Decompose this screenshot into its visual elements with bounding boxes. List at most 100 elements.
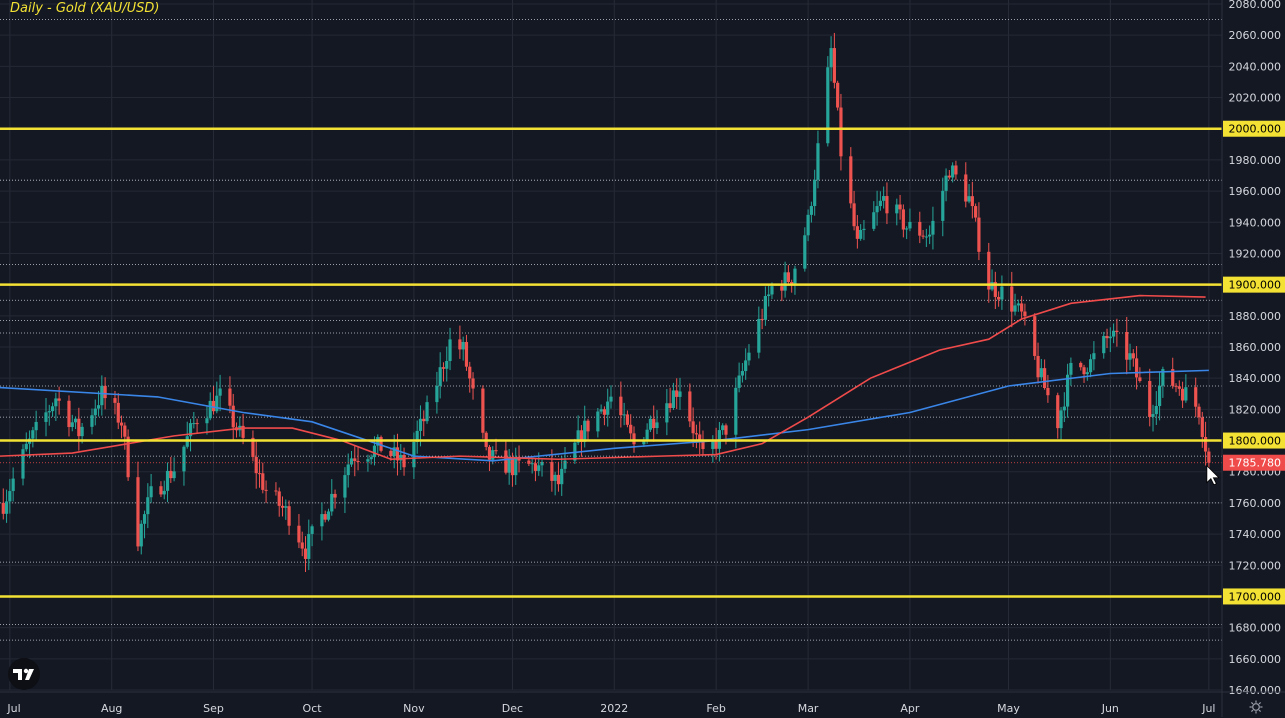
candle-body xyxy=(1016,303,1020,306)
candle-body xyxy=(504,450,508,473)
candle-body xyxy=(737,375,741,388)
candle-body xyxy=(836,82,840,108)
x-tick-label: Sep xyxy=(203,702,224,715)
candle-body xyxy=(813,179,817,207)
candle-body xyxy=(757,318,761,353)
y-tick-label: 1660.000 xyxy=(1229,653,1282,666)
candle-body xyxy=(625,414,630,425)
candle-body xyxy=(379,437,383,451)
candle-body xyxy=(832,48,836,83)
cursor-arrow-shape xyxy=(1206,464,1220,486)
candle-body xyxy=(826,67,830,144)
candle-body xyxy=(136,477,140,547)
candle-body xyxy=(839,107,843,157)
x-tick-label: Dec xyxy=(502,702,523,715)
candle-body xyxy=(422,418,426,422)
candle-body xyxy=(563,460,567,469)
candle-body xyxy=(126,436,130,478)
y-tick-label: 1840.000 xyxy=(1229,372,1282,385)
candle-body xyxy=(954,165,958,175)
candle-body xyxy=(1043,368,1047,389)
ma-fast-line xyxy=(0,294,1206,461)
candle-body xyxy=(372,445,377,458)
candle-body xyxy=(1177,386,1181,389)
candle-body xyxy=(468,366,472,379)
candle-body xyxy=(790,281,794,285)
y-tick-label: 2060.000 xyxy=(1229,29,1282,42)
y-tick-label: 1880.000 xyxy=(1229,310,1282,323)
candle-body xyxy=(622,414,626,416)
candle-body xyxy=(770,286,774,295)
candle-body xyxy=(228,388,232,406)
candle-body xyxy=(507,458,511,473)
x-tick-label: 2022 xyxy=(600,702,628,715)
candle-body xyxy=(366,459,370,462)
candle-body xyxy=(1036,355,1040,378)
candle-body xyxy=(139,523,143,547)
candle-body xyxy=(885,196,889,214)
candle-body xyxy=(1033,316,1037,356)
candle-body xyxy=(908,221,912,229)
candle-body xyxy=(898,204,902,210)
candle-body xyxy=(556,474,561,485)
candle-body xyxy=(560,468,564,485)
candle-body xyxy=(1000,286,1004,300)
candle-body xyxy=(675,390,679,397)
y-tick-label: 2020.000 xyxy=(1229,92,1282,105)
candle-body xyxy=(609,396,613,402)
tradingview-logo[interactable] xyxy=(8,658,40,690)
candle-body xyxy=(458,339,462,350)
candle-body xyxy=(254,457,258,474)
x-tick-label: Feb xyxy=(706,702,725,715)
y-tick-label: 1940.000 xyxy=(1229,216,1282,229)
x-tick-label: Jun xyxy=(1101,702,1119,715)
candle-body xyxy=(1013,305,1017,312)
x-tick-label: Jul xyxy=(1201,702,1215,715)
dotted-levels xyxy=(0,19,1222,641)
x-tick-label: Mar xyxy=(798,702,819,715)
candle-body xyxy=(211,400,216,412)
candle-body xyxy=(100,385,104,406)
candle-body xyxy=(77,418,81,437)
candle-body xyxy=(987,251,991,290)
y-tick-label: 1980.000 xyxy=(1229,154,1282,167)
key-level-price-tag xyxy=(1223,120,1285,137)
candle-body xyxy=(251,437,255,458)
candle-body xyxy=(369,457,373,460)
key-levels xyxy=(0,127,1222,598)
candle-body xyxy=(261,473,265,490)
candle-body xyxy=(816,143,820,180)
candle-body xyxy=(862,228,866,230)
candle-body xyxy=(487,446,492,460)
y-axis: 1640.000 1660.000 1680.000 1700.000 1720.000… xyxy=(1221,0,1285,717)
candle-body xyxy=(760,318,764,320)
candle-body xyxy=(918,221,922,236)
candle-body xyxy=(1079,362,1083,368)
candle-body xyxy=(481,388,485,433)
candle-body xyxy=(655,422,659,429)
candle-body xyxy=(188,423,193,437)
candle-body xyxy=(172,471,176,479)
candle-body xyxy=(875,206,879,213)
candle-body xyxy=(941,190,945,221)
candle-body xyxy=(698,434,702,442)
candle-body xyxy=(803,235,807,269)
candle-body xyxy=(947,175,951,178)
candle-body xyxy=(553,474,557,481)
candle-body xyxy=(182,446,186,472)
candle-body xyxy=(445,360,449,369)
candle-body xyxy=(688,391,692,422)
candle-body xyxy=(527,460,531,464)
candle-body xyxy=(418,418,423,431)
candle-body xyxy=(435,385,439,403)
candle-body xyxy=(192,423,196,425)
candle-body xyxy=(1131,353,1135,359)
candle-body xyxy=(4,501,9,514)
ma-slow-line xyxy=(0,369,1209,462)
candle-body xyxy=(951,165,955,178)
candle-body xyxy=(583,420,587,442)
settings-gear-icon[interactable] xyxy=(1249,699,1263,714)
candle-body xyxy=(652,418,656,429)
chart-title: Daily - Gold (XAU/USD) xyxy=(10,1,160,16)
candle-body xyxy=(1039,368,1043,378)
